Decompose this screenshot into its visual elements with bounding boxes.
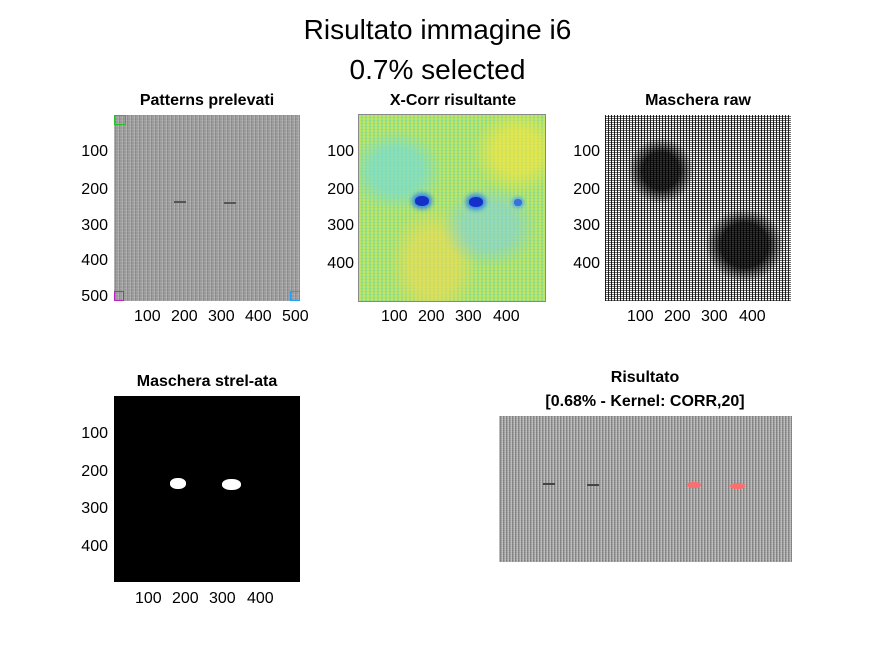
x-tick: 200 xyxy=(418,308,445,325)
defect-mark xyxy=(587,484,599,486)
x-tick: 100 xyxy=(134,308,161,325)
y-tick: 300 xyxy=(81,217,108,234)
defect-mark xyxy=(174,201,186,203)
pattern-marker-bottomright xyxy=(290,291,300,301)
strel-title: Maschera strel-ata xyxy=(136,373,278,390)
raw-mask-image xyxy=(605,115,791,301)
xcorr-title: X-Corr risultante xyxy=(389,92,517,109)
y-tick: 400 xyxy=(327,255,354,272)
x-tick: 200 xyxy=(664,308,691,325)
figure-title: Risultato immagine i6 xyxy=(303,14,572,45)
xcorr-peak xyxy=(514,199,522,206)
xcorr-peak xyxy=(415,196,429,206)
x-tick: 200 xyxy=(172,590,199,607)
x-tick: 400 xyxy=(245,308,272,325)
defect-mark xyxy=(543,483,555,485)
strel-mask-image xyxy=(114,396,300,582)
y-tick: 300 xyxy=(573,217,600,234)
y-tick: 100 xyxy=(81,143,108,160)
y-tick: 200 xyxy=(81,181,108,198)
result-subtitle: [0.68% - Kernel: CORR,20] xyxy=(545,393,745,410)
x-tick: 200 xyxy=(171,308,198,325)
raw-title: Maschera raw xyxy=(645,92,751,109)
mask-blob xyxy=(222,479,241,490)
y-tick: 100 xyxy=(81,425,108,442)
x-tick: 300 xyxy=(455,308,482,325)
x-tick: 400 xyxy=(247,590,274,607)
patterns-image xyxy=(114,115,300,301)
y-tick: 400 xyxy=(573,255,600,272)
x-tick: 100 xyxy=(627,308,654,325)
y-tick: 300 xyxy=(81,500,108,517)
result-highlight xyxy=(730,483,745,489)
y-tick: 100 xyxy=(327,143,354,160)
result-image xyxy=(499,416,792,562)
y-tick: 100 xyxy=(573,143,600,160)
x-tick: 500 xyxy=(282,308,309,325)
pattern-marker-bottomleft xyxy=(114,291,124,301)
figure-subtitle: 0.7% selected xyxy=(349,54,526,85)
y-tick: 200 xyxy=(81,463,108,480)
x-tick: 100 xyxy=(135,590,162,607)
x-tick: 300 xyxy=(208,308,235,325)
y-tick: 400 xyxy=(81,252,108,269)
xcorr-image xyxy=(358,114,546,302)
y-tick: 400 xyxy=(81,538,108,555)
xcorr-peak xyxy=(469,197,483,207)
y-tick: 200 xyxy=(573,181,600,198)
x-tick: 400 xyxy=(493,308,520,325)
x-tick: 300 xyxy=(701,308,728,325)
defect-mark xyxy=(224,202,236,204)
result-title: Risultato xyxy=(610,369,680,386)
x-tick: 400 xyxy=(739,308,766,325)
x-tick: 300 xyxy=(209,590,236,607)
y-tick: 500 xyxy=(81,288,108,305)
x-tick: 100 xyxy=(381,308,408,325)
mask-blob xyxy=(170,478,186,489)
y-tick: 200 xyxy=(327,181,354,198)
result-highlight xyxy=(687,482,701,488)
patterns-title: Patterns prelevati xyxy=(139,92,275,109)
pattern-marker-topleft xyxy=(114,115,126,125)
y-tick: 300 xyxy=(327,217,354,234)
